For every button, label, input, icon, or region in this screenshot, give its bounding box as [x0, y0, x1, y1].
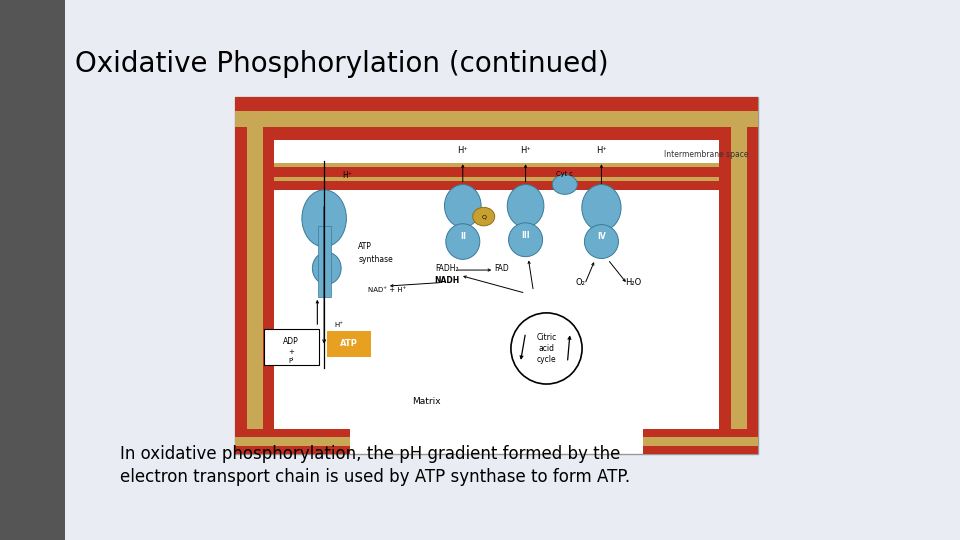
- Bar: [643, 429, 758, 437]
- Ellipse shape: [472, 207, 494, 226]
- Ellipse shape: [585, 225, 618, 259]
- Bar: [235, 429, 350, 437]
- Bar: [326, 330, 372, 357]
- Bar: [235, 127, 758, 140]
- Text: H⁺: H⁺: [520, 146, 531, 155]
- Ellipse shape: [509, 223, 542, 256]
- Bar: [235, 167, 758, 177]
- Bar: [235, 429, 350, 454]
- Text: II: II: [460, 232, 466, 241]
- Bar: [719, 127, 758, 454]
- Bar: [235, 97, 758, 140]
- Text: NAD⁺ + H⁺: NAD⁺ + H⁺: [368, 287, 406, 293]
- Ellipse shape: [507, 185, 544, 227]
- Bar: [235, 446, 350, 454]
- Text: +: +: [288, 349, 294, 355]
- Ellipse shape: [301, 190, 347, 247]
- Bar: [235, 127, 275, 454]
- Bar: [643, 429, 758, 454]
- Bar: [643, 446, 758, 454]
- Text: electron transport chain is used by ATP synthase to form ATP.: electron transport chain is used by ATP …: [120, 468, 630, 486]
- Text: Pᴵ: Pᴵ: [289, 358, 294, 364]
- Ellipse shape: [445, 224, 480, 259]
- Text: Q: Q: [481, 214, 486, 219]
- Bar: [235, 127, 247, 454]
- Text: O₂: O₂: [576, 278, 586, 287]
- Text: H⁺: H⁺: [343, 171, 352, 180]
- Text: IV: IV: [597, 232, 606, 241]
- Bar: [0, 0, 65, 540]
- Text: In oxidative phosphorylation, the pH gradient formed by the: In oxidative phosphorylation, the pH gra…: [120, 445, 620, 463]
- Text: synthase: synthase: [358, 255, 393, 264]
- Text: H₂O: H₂O: [625, 278, 641, 287]
- Text: FADH₂: FADH₂: [435, 264, 459, 273]
- Text: H⁺: H⁺: [457, 146, 468, 155]
- Text: Intermembrane space: Intermembrane space: [664, 150, 749, 159]
- Text: FAD: FAD: [494, 264, 510, 273]
- Ellipse shape: [582, 185, 621, 231]
- Text: Cyt c: Cyt c: [557, 171, 573, 177]
- Text: Oxidative Phosphorylation (continued): Oxidative Phosphorylation (continued): [75, 50, 609, 78]
- Text: acid: acid: [539, 344, 555, 353]
- Bar: [235, 163, 758, 190]
- Bar: [318, 226, 331, 297]
- Bar: [263, 127, 275, 454]
- Bar: [264, 329, 319, 365]
- Text: ADP: ADP: [283, 337, 300, 346]
- Text: III: III: [521, 231, 530, 240]
- Text: H⁺: H⁺: [596, 146, 607, 155]
- Text: ATP: ATP: [340, 339, 358, 348]
- Bar: [235, 97, 758, 454]
- Bar: [235, 97, 758, 111]
- Text: ATP: ATP: [358, 242, 372, 252]
- Ellipse shape: [444, 185, 481, 227]
- Bar: [275, 188, 719, 429]
- Text: Citric: Citric: [537, 333, 557, 342]
- Bar: [747, 127, 758, 454]
- Bar: [235, 181, 758, 190]
- Ellipse shape: [552, 175, 577, 194]
- Text: H⁺: H⁺: [335, 322, 344, 328]
- Text: NADH: NADH: [435, 276, 460, 285]
- Bar: [719, 127, 731, 454]
- Text: cycle: cycle: [537, 355, 556, 363]
- Ellipse shape: [312, 252, 341, 284]
- Text: Matrix: Matrix: [412, 397, 441, 407]
